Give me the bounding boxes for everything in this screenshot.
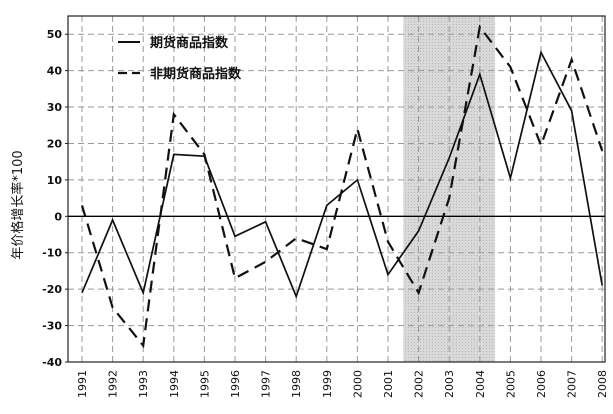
y-tick-label: 20: [47, 137, 63, 150]
x-tick-label: 1996: [229, 370, 242, 398]
tick-label-layer: -40 -30 -20 -10 0 10 20 30 40 50 1991 1992 1993 1994 1…: [42, 28, 609, 398]
x-tick-label: 1999: [321, 370, 334, 398]
y-tick-label: -10: [42, 247, 62, 260]
x-tick-label: 1995: [198, 370, 211, 398]
y-tick-label: 0: [54, 210, 62, 223]
x-tick-label: 1998: [290, 370, 303, 398]
x-tick-label: 2008: [596, 370, 609, 398]
x-tick-label: 2000: [351, 370, 364, 398]
x-tick-label: 2006: [535, 370, 548, 398]
x-tick-label: 1991: [76, 370, 89, 398]
x-tick-label: 2003: [443, 370, 456, 398]
x-tick-label: 2001: [382, 370, 395, 398]
y-tick-label: 10: [47, 174, 63, 187]
x-tick-label: 2007: [566, 370, 579, 398]
y-tick-label: 50: [47, 28, 63, 41]
y-axis-label: 年价格增长率*100: [10, 150, 26, 259]
y-tick-label: -20: [42, 283, 62, 296]
x-tick-label: 1992: [107, 370, 120, 398]
y-tick-label: -40: [42, 356, 62, 369]
y-tick-label: -30: [42, 320, 62, 333]
x-tick-label: 2002: [413, 370, 426, 398]
y-tick-label: 40: [47, 65, 63, 78]
x-tick-label: 1994: [168, 370, 181, 398]
x-tick-label: 2004: [474, 370, 487, 398]
legend-label-1: 期货商品指数: [150, 35, 229, 51]
y-tick-label: 30: [47, 101, 63, 114]
series-line-1: [82, 52, 602, 296]
x-tick-label: 2005: [504, 370, 517, 398]
x-tick-label: 1993: [137, 370, 150, 398]
x-tick-label: 1997: [260, 370, 273, 398]
legend-label-2: 非期货商品指数: [150, 66, 242, 82]
